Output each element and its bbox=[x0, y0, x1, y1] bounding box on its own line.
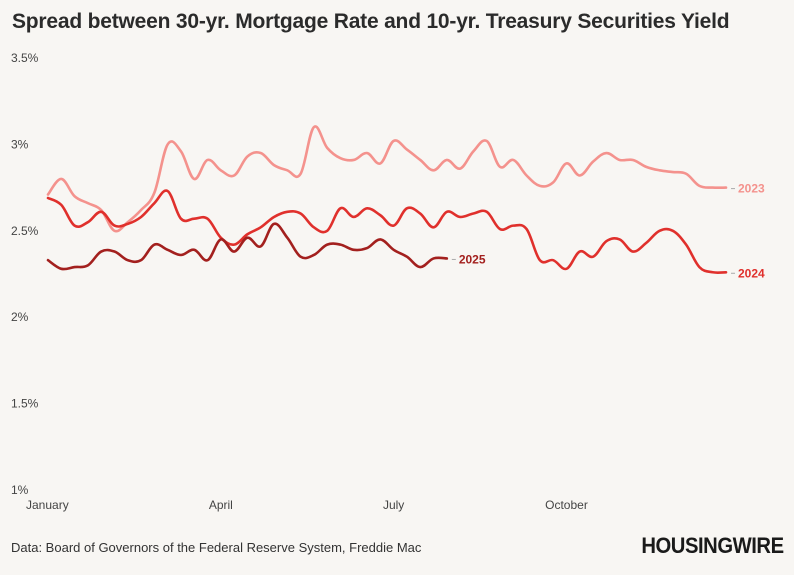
brand-logo: HOUSINGWIRE bbox=[641, 533, 785, 558]
y-tick-label: 2.5% bbox=[11, 224, 39, 238]
series-label-2025: 2025 bbox=[459, 252, 486, 266]
y-tick-label: 2% bbox=[11, 310, 29, 324]
series-label-2024: 2024 bbox=[738, 266, 765, 280]
x-axis: January April July October bbox=[26, 498, 588, 512]
series-labels: 2023 2024 2025 bbox=[451, 182, 765, 280]
x-tick-label: July bbox=[383, 498, 404, 512]
y-tick-label: 1.5% bbox=[11, 397, 39, 411]
series-lines bbox=[46, 125, 728, 274]
x-tick-label: January bbox=[26, 498, 69, 512]
series-label-2023: 2023 bbox=[738, 182, 765, 196]
y-axis: 1% 1.5% 2% 2.5% 3% 3.5% bbox=[11, 51, 39, 497]
series-line-2025 bbox=[46, 222, 449, 271]
series-line-2024 bbox=[46, 189, 728, 274]
y-tick-label: 3.5% bbox=[11, 51, 39, 65]
x-tick-label: October bbox=[545, 498, 588, 512]
x-tick-label: April bbox=[209, 498, 233, 512]
series-line-2023 bbox=[46, 125, 728, 233]
y-tick-label: 3% bbox=[11, 137, 29, 151]
source-note: Data: Board of Governors of the Federal … bbox=[11, 540, 422, 555]
y-tick-label: 1% bbox=[11, 483, 29, 497]
chart-title: Spread between 30-yr. Mortgage Rate and … bbox=[12, 10, 730, 33]
